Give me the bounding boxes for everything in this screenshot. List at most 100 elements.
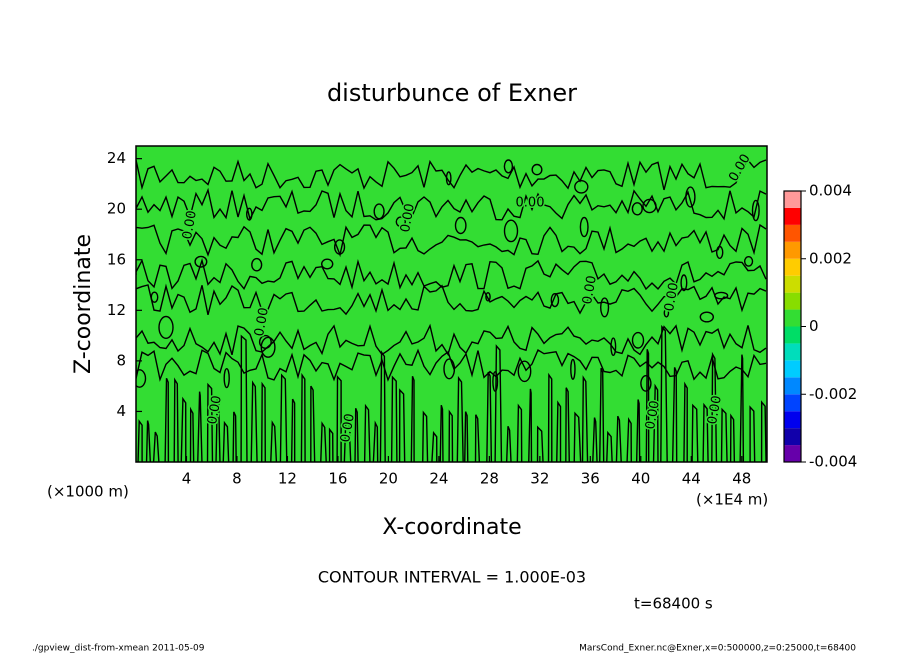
y-tick-label: 20 bbox=[107, 200, 126, 218]
contour-line bbox=[556, 400, 562, 462]
colorbar-band bbox=[784, 207, 801, 225]
contour-label: 0.00 bbox=[705, 394, 725, 425]
contour-cell bbox=[223, 368, 230, 389]
contour-line bbox=[336, 374, 342, 462]
contour-cell bbox=[258, 334, 272, 349]
plot-frame bbox=[135, 145, 768, 463]
contour-line bbox=[222, 420, 230, 462]
contour-cell bbox=[716, 245, 724, 260]
contour-line bbox=[547, 372, 553, 462]
contour-line bbox=[660, 324, 668, 462]
contour-line bbox=[456, 375, 464, 462]
contour-line bbox=[372, 420, 379, 462]
contour-line bbox=[573, 411, 582, 462]
contour-label: 0.00 bbox=[516, 196, 545, 211]
contour-line bbox=[290, 398, 296, 462]
contour-cell bbox=[454, 216, 467, 235]
contour-line bbox=[300, 372, 306, 462]
contour-line bbox=[702, 402, 709, 462]
contour-cell bbox=[680, 274, 688, 292]
contour-cell bbox=[194, 255, 208, 268]
contour-lines bbox=[136, 159, 767, 462]
contour-line bbox=[652, 383, 659, 462]
contour-line bbox=[691, 403, 699, 462]
contour-line bbox=[683, 381, 688, 462]
x-tick-label: 20 bbox=[379, 470, 398, 488]
contour-line bbox=[711, 351, 718, 462]
contour-line bbox=[136, 223, 767, 258]
colorbar-band bbox=[784, 241, 801, 259]
x-tick-label: 32 bbox=[530, 470, 549, 488]
colorbar-tick-label: 0.004 bbox=[809, 182, 852, 200]
contour-cell bbox=[395, 216, 406, 228]
contour-cell bbox=[699, 311, 714, 323]
contour-line bbox=[505, 426, 512, 462]
colorbar-band bbox=[784, 445, 801, 462]
contour-line bbox=[270, 420, 278, 462]
y-axis-label: Z-coordinate bbox=[71, 234, 96, 374]
contour-cell bbox=[531, 163, 543, 176]
x-tick-label: 12 bbox=[278, 470, 297, 488]
contour-line bbox=[189, 406, 195, 462]
colorbar-tick-label: -0.004 bbox=[809, 453, 857, 471]
colorbar-band bbox=[784, 343, 801, 361]
contour-line bbox=[240, 334, 248, 462]
contour-line bbox=[320, 421, 327, 462]
colorbar-band bbox=[784, 411, 801, 429]
colorbar-band bbox=[784, 394, 801, 412]
colorbar-band bbox=[784, 258, 801, 276]
contour-line bbox=[760, 400, 767, 462]
contour-line bbox=[390, 375, 398, 462]
x-unit: (×1E4 m) bbox=[696, 491, 768, 509]
x-tick-label: 24 bbox=[429, 470, 448, 488]
contour-line bbox=[606, 430, 613, 462]
contour-line bbox=[136, 323, 767, 356]
contour-line bbox=[410, 375, 415, 462]
contour-line bbox=[136, 257, 767, 291]
contour-line bbox=[136, 283, 767, 316]
contour-cell bbox=[631, 331, 645, 349]
colorbar-band bbox=[784, 275, 801, 293]
contour-label: 0.00 bbox=[338, 412, 358, 443]
colorbar-tick-label: 0.002 bbox=[809, 249, 852, 267]
contour-line bbox=[615, 415, 622, 462]
contour-line bbox=[136, 348, 767, 382]
colorbar-band bbox=[784, 377, 801, 395]
contour-cell bbox=[503, 219, 519, 243]
contour-line bbox=[310, 385, 316, 462]
x-tick-label: 40 bbox=[631, 470, 650, 488]
contour-line bbox=[173, 377, 179, 462]
contour-cell bbox=[610, 337, 617, 357]
contour-cell bbox=[245, 207, 253, 221]
y-unit: (×1000 m) bbox=[47, 483, 129, 501]
y-tick-label: 16 bbox=[107, 250, 126, 268]
x-tick-label: 44 bbox=[682, 470, 701, 488]
x-tick-label: 8 bbox=[232, 470, 242, 488]
x-tick-label: 16 bbox=[328, 470, 347, 488]
colorbar-band bbox=[784, 326, 801, 344]
contour-cell bbox=[158, 315, 174, 339]
contour-cell bbox=[714, 291, 729, 300]
chart-title: disturbunce of Exner bbox=[327, 79, 577, 107]
contour-line bbox=[422, 410, 429, 462]
contour-interval: CONTOUR INTERVAL = 1.000E-03 bbox=[318, 568, 586, 587]
y-tick-label: 12 bbox=[107, 301, 126, 319]
contour-line bbox=[528, 388, 533, 462]
contour-line bbox=[464, 411, 469, 462]
contour-cell bbox=[570, 358, 576, 380]
contour-line bbox=[671, 367, 678, 462]
contour-cell bbox=[579, 216, 589, 238]
contour-cell bbox=[517, 360, 532, 383]
colorbar-band bbox=[784, 191, 801, 208]
contour-line bbox=[729, 413, 736, 462]
contour-label: 0.00 bbox=[580, 274, 600, 305]
contour-label: 0.00 bbox=[662, 281, 682, 312]
contour-line bbox=[215, 397, 221, 462]
contour-cell bbox=[631, 202, 643, 216]
colorbar-band bbox=[784, 224, 801, 242]
contour-cell bbox=[136, 369, 147, 388]
contour-line bbox=[486, 371, 493, 462]
colorbar-band bbox=[784, 360, 801, 378]
contour-line bbox=[328, 427, 334, 462]
